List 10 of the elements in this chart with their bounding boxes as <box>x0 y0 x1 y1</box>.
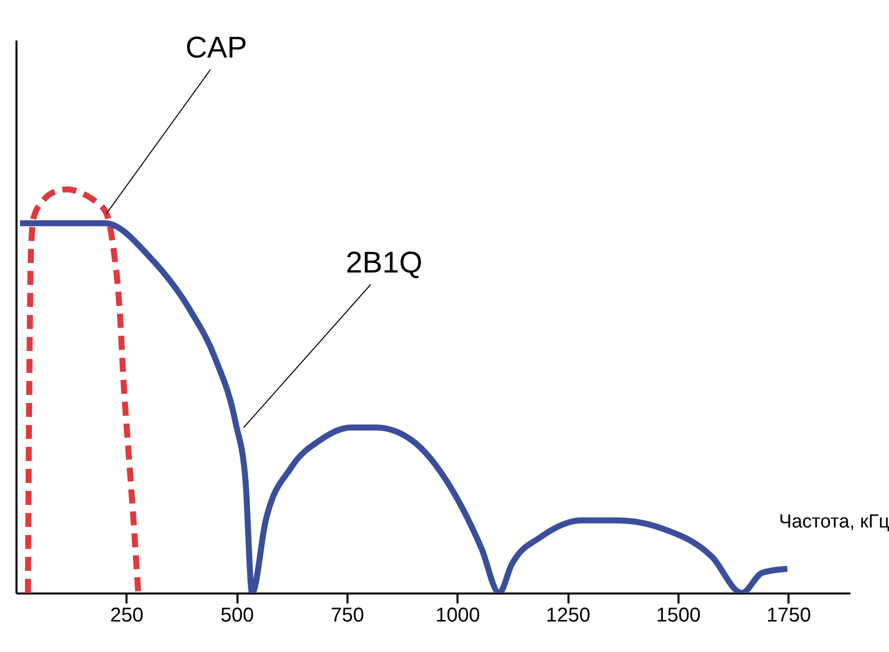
x-tick-label: 1500 <box>656 604 701 626</box>
x-axis-title: Частота, кГц <box>779 512 889 532</box>
x-tick-label: 1000 <box>436 604 480 626</box>
x-tick-label: 1250 <box>546 604 590 626</box>
annotation: CAP <box>185 32 248 65</box>
x-tick-label: 250 <box>110 604 144 626</box>
x-tick-label: 750 <box>330 604 364 626</box>
x-tick-label: 500 <box>220 604 254 626</box>
x-tick-label: 1750 <box>766 604 811 626</box>
annotation: 2B1Q <box>346 246 422 280</box>
